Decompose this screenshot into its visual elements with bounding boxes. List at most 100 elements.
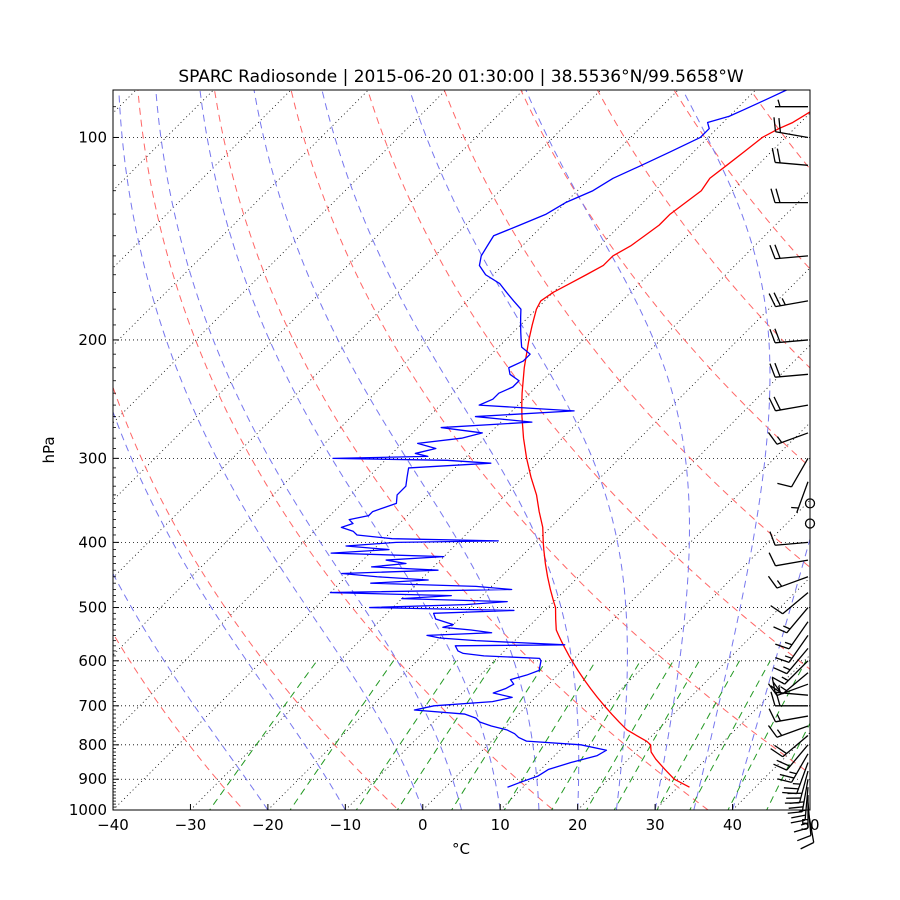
- x-tick-label: 50: [800, 816, 819, 834]
- wind-barb: [767, 432, 809, 445]
- moist-adiabat-line: [525, 90, 690, 810]
- x-axis-label: °C: [452, 840, 470, 858]
- wind-barb: [768, 396, 809, 412]
- wind-barb-feather: [778, 118, 782, 133]
- wind-barb-staff: [776, 725, 809, 738]
- wind-barb: [768, 292, 809, 308]
- wind-barb-half-feather: [783, 666, 791, 671]
- wind-barb-feather: [769, 328, 776, 344]
- dry-adiabat-line: [113, 385, 400, 810]
- wind-barb-staff: [796, 762, 809, 794]
- moist-adiabat-line: [155, 90, 462, 810]
- wind-barb-half-feather: [780, 686, 787, 692]
- wind-barb: [773, 607, 809, 634]
- wind-barb: [777, 458, 809, 488]
- wind-barb-feather: [769, 244, 776, 260]
- moist-adiabat-line: [253, 90, 540, 810]
- wind-barbs: [767, 99, 816, 850]
- wind-barb: [770, 735, 809, 758]
- wind-barb-staff: [775, 339, 809, 344]
- wind-barb-feather: [783, 787, 799, 790]
- wind-barb: [777, 753, 809, 784]
- wind-barb: [770, 188, 808, 204]
- wind-barb-feather: [774, 244, 781, 259]
- x-tick-label: 10: [491, 816, 510, 834]
- wind-barb-feather: [771, 677, 776, 693]
- mixing-ratio-line: [613, 660, 700, 810]
- wind-barb-feather: [770, 691, 776, 707]
- chart-title: SPARC Radiosonde | 2015-06-20 01:30:00 |…: [178, 67, 744, 87]
- wind-barb-staff: [775, 161, 809, 166]
- wind-barb-feather: [774, 328, 781, 343]
- mixing-ratio-line: [656, 660, 740, 810]
- wind-barb: [782, 762, 809, 795]
- wind-barb-feather: [771, 148, 776, 163]
- moist-adiabat-line: [732, 537, 810, 810]
- dry-adiabat-line: [213, 90, 709, 810]
- y-tick-label: 800: [78, 736, 107, 754]
- wind-barb-staff: [801, 779, 809, 812]
- wind-barb-feather: [776, 148, 781, 163]
- moist-adiabat-line: [409, 90, 628, 810]
- wind-barb: [771, 660, 809, 685]
- wind-barb-staff: [775, 255, 809, 260]
- moist-adiabat-line: [199, 90, 501, 810]
- wind-barb-staff: [784, 660, 809, 685]
- wind-barb-staff: [786, 647, 809, 675]
- wind-barb-feather: [775, 657, 790, 664]
- wind-barb-staff: [804, 787, 809, 821]
- mixing-ratio-line: [689, 660, 771, 810]
- y-tick-label: 700: [78, 697, 107, 715]
- wind-barb-feather: [779, 773, 795, 779]
- dry-adiabat-line: [137, 90, 555, 810]
- wind-barb-staff: [775, 541, 809, 546]
- wind-barb: [773, 647, 809, 675]
- mixing-ratio-line: [503, 660, 597, 810]
- x-tick-label: 40: [723, 816, 742, 834]
- wind-barb-feather: [775, 643, 790, 650]
- mixing-ratio-line: [551, 660, 641, 810]
- mixing-ratio-line: [208, 660, 318, 810]
- wind-barb: [769, 362, 809, 378]
- mixing-ratio-line: [289, 660, 394, 810]
- wind-barb-feather: [773, 626, 788, 634]
- wind-barb: [775, 99, 808, 108]
- wind-barb-feather: [797, 834, 812, 842]
- y-tick-label: 900: [78, 770, 107, 788]
- wind-barb-feather: [793, 827, 809, 833]
- dry-adiabat-line: [290, 90, 810, 775]
- x-tick-label: −30: [175, 816, 207, 834]
- x-tick-label: 20: [568, 816, 587, 834]
- mixing-ratio-line: [355, 660, 457, 810]
- mixing-ratio-line: [396, 660, 496, 810]
- dry-adiabat-line: [520, 90, 810, 468]
- wind-barb-feather: [773, 292, 782, 307]
- wind-barb: [769, 244, 809, 260]
- wind-barb-staff: [776, 432, 809, 445]
- y-tick-label: 600: [78, 652, 107, 670]
- y-tick-label: 100: [78, 128, 107, 146]
- wind-barb: [768, 552, 809, 567]
- wind-barb-feather: [769, 363, 776, 378]
- y-axis-label: hPa: [40, 436, 58, 463]
- wind-barb-feather: [767, 725, 778, 738]
- wind-barb-staff: [798, 770, 809, 804]
- wind-barb-feather: [773, 667, 788, 675]
- wind-barb: [767, 725, 809, 738]
- y-tick-label: 400: [78, 533, 107, 551]
- wind-barb-half-feather: [792, 782, 801, 785]
- wind-barb-feather: [768, 552, 777, 567]
- wind-barb-half-feather: [776, 729, 783, 736]
- dry-adiabat-line: [367, 90, 810, 670]
- wind-barb-half-feather: [776, 436, 783, 443]
- wind-barb-staff: [776, 576, 809, 589]
- x-tick-label: −20: [252, 816, 284, 834]
- wind-barb-feather: [767, 683, 778, 696]
- temperature-line: [521, 111, 810, 788]
- wind-barb-feather: [773, 763, 788, 771]
- wind-barb-staff: [775, 404, 809, 412]
- wind-barb-feather: [774, 362, 781, 377]
- wind-barb-feather: [770, 605, 784, 615]
- wind-barb-feather: [788, 806, 804, 809]
